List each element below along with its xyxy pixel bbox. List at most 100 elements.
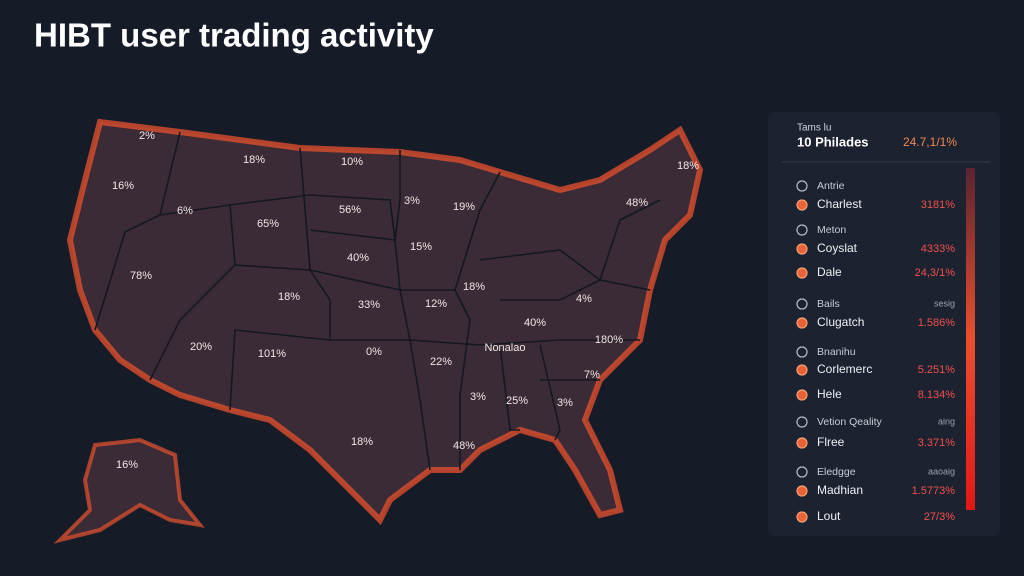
border: [479, 249, 651, 291]
state-label: 48%: [626, 197, 648, 209]
item-icon: [796, 243, 808, 255]
border: [539, 344, 561, 441]
item-name: Bnanihu: [817, 346, 856, 358]
state-label: 56%: [339, 204, 361, 216]
item-name: Madhian: [817, 483, 863, 497]
state-label: 7%: [584, 369, 600, 381]
map-labels: 2% 18% 10% 16% 6% 65% 56% 3% 19% 18% 48% 78% 15% 40% 1…: [112, 130, 699, 471]
item-icon: [796, 199, 808, 211]
item-icon: [796, 317, 808, 329]
state-label: 6%: [177, 205, 193, 217]
state-label: Nonalao: [485, 342, 526, 354]
border: [229, 194, 431, 471]
item-value: 4333%: [921, 243, 955, 255]
state-label: 25%: [506, 395, 528, 407]
item-icon: [796, 224, 808, 236]
map: 2% 18% 10% 16% 6% 65% 56% 3% 19% 18% 48% 78% 15% 40% 1…: [53, 118, 704, 544]
item-icon: [796, 364, 808, 376]
item-value: sesig: [934, 298, 955, 308]
state-label: 65%: [257, 218, 279, 230]
border: [94, 131, 181, 331]
item-name: Eledgge: [817, 466, 856, 478]
state-label: 4%: [576, 293, 592, 305]
alaska: [53, 437, 205, 544]
state-label: 16%: [116, 459, 138, 471]
side-panel: Tams lu 10 Philades 24.7,1/1% Antrie Char…: [768, 112, 1000, 536]
item-name: Clugatch: [817, 315, 864, 329]
item-value: 3181%: [921, 199, 955, 211]
border: [499, 344, 520, 431]
state-label: 15%: [410, 241, 432, 253]
border: [229, 147, 331, 411]
item-value: 27/3%: [924, 511, 955, 523]
state-label: 3%: [470, 391, 486, 403]
panel-title: 10 Philades: [797, 134, 869, 149]
state-label: 12%: [425, 298, 447, 310]
state-label: 18%: [463, 281, 485, 293]
state-label: 101%: [258, 348, 286, 360]
item-icon: [796, 346, 808, 358]
item-icon: [796, 437, 808, 449]
item-name: Charlest: [817, 197, 862, 211]
state-label: 22%: [430, 356, 452, 368]
item-name: Dale: [817, 265, 842, 279]
state-label: 18%: [677, 160, 699, 172]
item-name: Hele: [817, 387, 842, 401]
border: [454, 171, 501, 291]
item-name: Vetion Qeality: [817, 416, 883, 428]
state-label: 40%: [347, 252, 369, 264]
state-label: 40%: [524, 317, 546, 329]
border: [330, 339, 640, 346]
state-label: 19%: [453, 201, 475, 213]
state-label: 10%: [341, 156, 363, 168]
us-outline: [66, 118, 704, 526]
state-label: 3%: [404, 195, 420, 207]
item-icon: [796, 485, 808, 497]
item-icon: [796, 180, 808, 192]
state-label: 78%: [130, 270, 152, 282]
item-value: 24,3/1%: [915, 267, 956, 279]
item-value: 1.586%: [918, 317, 956, 329]
panel-bg: [768, 112, 1000, 536]
state-borders: [94, 131, 661, 471]
panel-title-value: 24.7,1/1%: [903, 135, 957, 149]
item-value: aing: [938, 416, 955, 426]
border: [500, 199, 661, 301]
state-label: 18%: [243, 154, 265, 166]
state-label: 0%: [366, 346, 382, 358]
state-label: 16%: [112, 180, 134, 192]
item-name: Meton: [817, 224, 846, 236]
title: HIBT user trading activity: [34, 17, 434, 54]
panel-list: Antrie Charlest 3181% Meton Coyslat 4333% Dale…: [796, 180, 956, 523]
item-icon: [796, 389, 808, 401]
border: [394, 150, 401, 241]
item-name: Coyslat: [817, 241, 858, 255]
state-label: 3%: [557, 397, 573, 409]
item-icon: [796, 511, 808, 523]
item-value: aaoaig: [928, 466, 955, 476]
panel-caption: Tams lu: [797, 123, 831, 134]
border: [309, 229, 396, 241]
item-icon: [796, 267, 808, 279]
item-name: Lout: [817, 509, 841, 523]
state-label: 48%: [453, 440, 475, 452]
item-icon: [796, 466, 808, 478]
item-name: Flree: [817, 435, 845, 449]
state-label: 18%: [278, 291, 300, 303]
scale-bar: [966, 168, 975, 510]
item-icon: [796, 298, 808, 310]
state-label: 33%: [358, 299, 380, 311]
item-value: 3.371%: [918, 437, 956, 449]
state-label: 2%: [139, 130, 155, 142]
item-value: 8.134%: [918, 389, 956, 401]
item-value: 5.251%: [918, 364, 956, 376]
item-icon: [796, 416, 808, 428]
state-label: 180%: [595, 334, 623, 346]
item-name: Corlemerc: [817, 362, 872, 376]
item-name: Bails: [817, 298, 840, 310]
state-label: 18%: [351, 436, 373, 448]
state-label: 20%: [190, 341, 212, 353]
item-value: 1.5773%: [912, 485, 956, 497]
item-name: Antrie: [817, 180, 845, 192]
